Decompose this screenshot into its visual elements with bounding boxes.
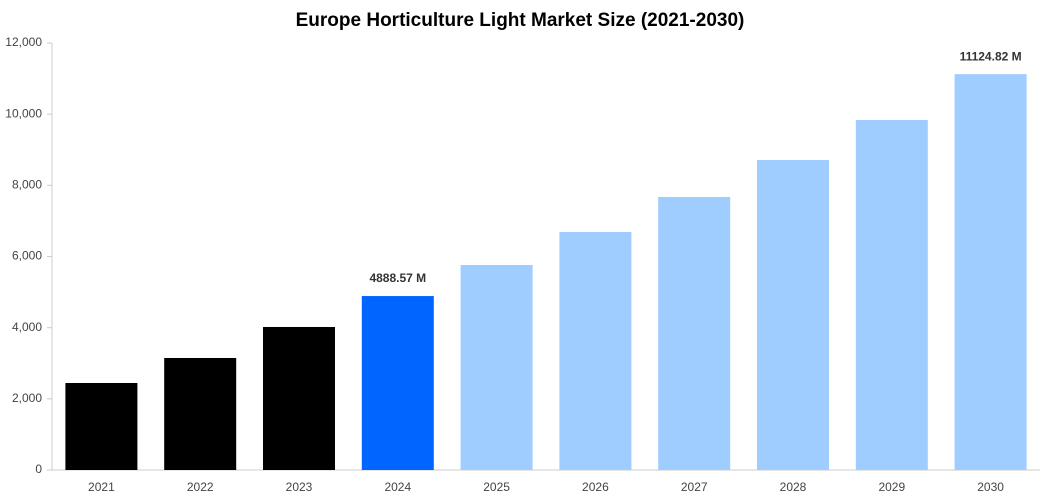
x-tick-label: 2021 [88,480,115,494]
y-tick-label: 8,000 [12,178,42,192]
bar [361,296,434,470]
value-label: 4888.57 M [369,271,426,285]
bar [658,196,731,470]
x-tick-label: 2024 [384,480,411,494]
bar [757,159,829,471]
x-tick-label: 2025 [483,480,510,494]
bar [164,357,237,470]
x-tick-label: 2023 [286,480,313,494]
value-label: 11124.82 M [960,49,1022,63]
x-tick-label: 2028 [780,480,807,494]
x-tick-label: 2029 [878,480,905,494]
x-tick-label: 2022 [187,480,214,494]
x-tick-label: 2026 [582,480,609,494]
chart-title: Europe Horticulture Light Market Size (2… [296,10,745,31]
y-tick-label: 10,000 [5,106,42,120]
x-tick-label: 2027 [681,480,708,494]
y-tick-label: 0 [35,462,42,476]
y-tick-label: 4,000 [12,320,42,334]
bar [559,231,632,470]
x-tick-label: 2030 [977,480,1004,494]
bar [954,74,1027,471]
bar [460,264,533,470]
bar [855,119,928,471]
y-tick-label: 12,000 [5,35,42,49]
bar [65,382,138,470]
y-tick-label: 2,000 [12,391,42,405]
y-tick-label: 6,000 [12,249,42,263]
bar [263,326,335,470]
